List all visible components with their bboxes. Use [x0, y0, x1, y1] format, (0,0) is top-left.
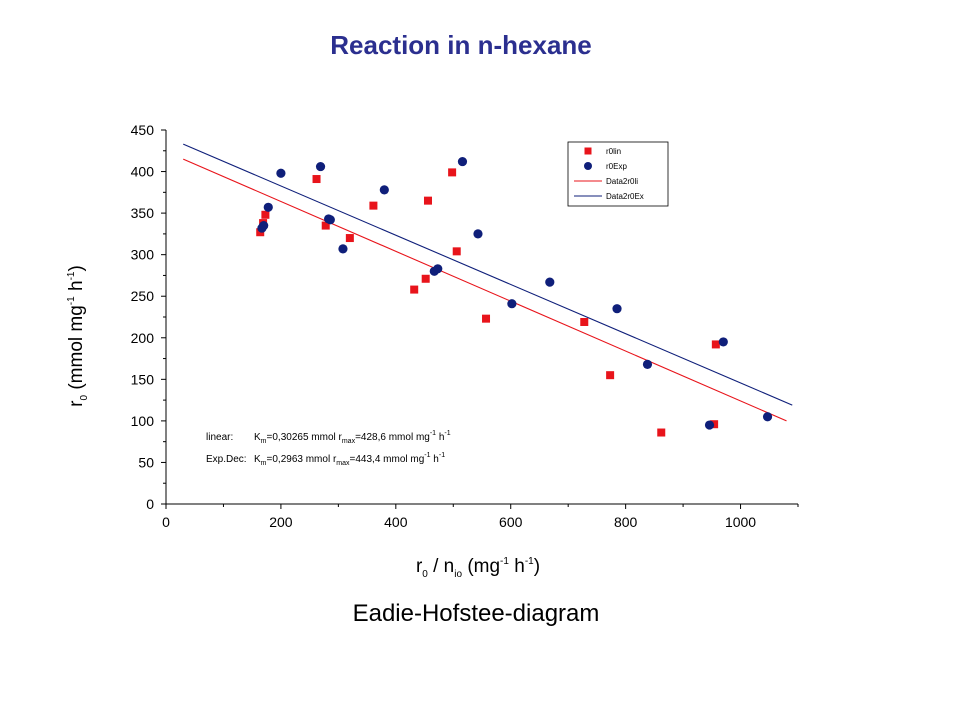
figure-caption: Eadie-Hofstee-diagram	[352, 600, 600, 627]
data-point-r0Exp	[315, 161, 326, 172]
data-point-r0lin	[448, 168, 457, 177]
y-tick-label: 250	[131, 288, 155, 304]
y-tick-label: 200	[131, 330, 155, 346]
data-point-r0Exp	[338, 244, 348, 254]
data-point-r0Exp	[379, 185, 389, 195]
data-point-r0lin	[657, 428, 666, 437]
chart-annotations: linear: Km=0,30265 mmol rmax=428,6 mmol m…	[206, 430, 451, 467]
x-axis-title: r0 / nio (mg-1 h-1)	[416, 556, 540, 580]
legend-label-r0lin: r0lin	[606, 147, 621, 156]
data-point-r0Exp	[718, 337, 728, 347]
x-tick-label: 200	[269, 514, 293, 530]
data-point-r0Exp	[545, 277, 555, 287]
data-point-r0Exp	[704, 420, 715, 430]
data-point-r0lin	[321, 221, 330, 230]
slide-title: Reaction in n-hexane	[330, 30, 592, 60]
y-tick-label: 50	[138, 454, 154, 470]
data-point-r0Exp	[263, 202, 273, 212]
data-point-r0lin	[606, 371, 615, 380]
y-axis-title: r0 (mmol mg-1 h-1)	[66, 265, 90, 407]
data-point-r0Exp	[457, 156, 468, 167]
y-tick-label: 100	[131, 413, 155, 429]
annotation-label: Exp.Dec:	[206, 454, 247, 465]
data-point-r0lin	[261, 210, 270, 219]
y-tick-label: 300	[131, 247, 155, 263]
data-point-r0lin	[410, 285, 419, 294]
legend-label-Data2r0Ex: Data2r0Ex	[606, 192, 644, 201]
data-point-r0lin	[452, 247, 461, 256]
fit-line-Data2r0Ex	[183, 143, 793, 406]
data-markers	[256, 156, 773, 437]
y-tick-label: 450	[131, 122, 155, 138]
data-point-r0Exp	[325, 215, 335, 225]
legend-label-r0Exp: r0Exp	[606, 162, 627, 171]
data-point-r0lin	[423, 196, 432, 205]
annotation-parameters: Km=0,30265 mmol rmax=428,6 mmol mg-1 h-1	[254, 430, 451, 445]
legend-symbol-r0Exp	[584, 162, 592, 170]
y-tick-label: 400	[131, 164, 155, 180]
y-tick-label: 0	[146, 496, 154, 512]
data-point-r0lin	[345, 234, 354, 243]
x-tick-label: 400	[384, 514, 408, 530]
data-point-r0Exp	[612, 304, 622, 314]
data-point-r0lin	[312, 175, 321, 184]
data-point-r0Exp	[259, 220, 269, 231]
legend-symbol-r0lin	[584, 147, 592, 155]
tick-labels: 0 200 400 600 800 1000 0 50 100 150 200 250 300 350 40…	[131, 122, 757, 530]
x-tick-label: 800	[614, 514, 638, 530]
data-point-r0lin	[580, 317, 589, 326]
data-point-r0Exp	[507, 299, 517, 309]
x-tick-label: 0	[162, 514, 170, 530]
y-tick-label: 350	[131, 205, 155, 221]
data-point-r0lin	[421, 274, 430, 283]
annotation-label: linear:	[206, 432, 233, 443]
data-point-r0Exp	[473, 229, 483, 239]
x-tick-label: 1000	[725, 514, 756, 530]
fit-lines	[183, 143, 793, 422]
data-point-r0Exp	[762, 412, 773, 422]
x-tick-label: 600	[499, 514, 523, 530]
annotation-parameters: Km=0,2963 mmol rmax=443,4 mmol mg-1 h-1	[254, 452, 445, 467]
y-tick-label: 150	[131, 371, 155, 387]
data-point-r0lin	[369, 201, 378, 210]
data-point-r0lin	[711, 340, 720, 349]
data-point-r0Exp	[276, 168, 286, 178]
legend-label-Data2r0li: Data2r0li	[606, 177, 638, 186]
data-point-r0lin	[482, 314, 491, 323]
data-point-r0Exp	[642, 359, 653, 369]
data-point-r0Exp	[433, 264, 443, 274]
chart-axes	[161, 129, 799, 509]
chart-legend: r0lin r0Exp Data2r0li Data2r0Ex	[567, 141, 669, 207]
fit-line-Data2r0li	[183, 158, 787, 422]
data-point-r0lin	[710, 420, 719, 429]
